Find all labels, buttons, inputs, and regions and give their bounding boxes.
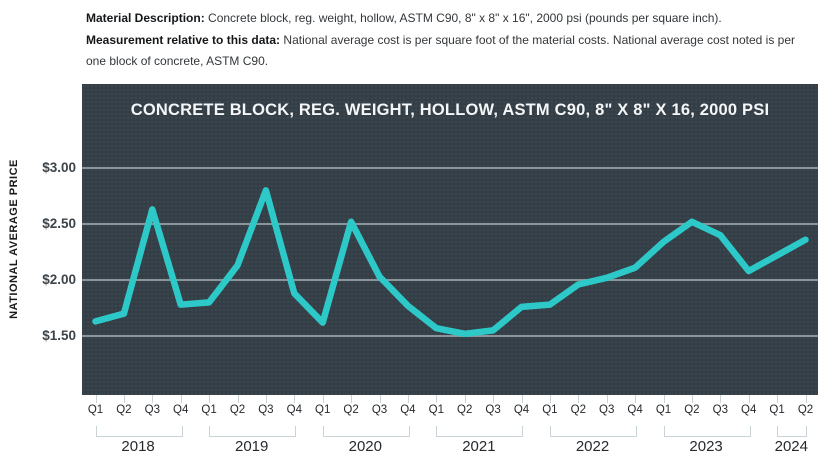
material-description-label: Material Description: xyxy=(86,11,205,25)
year-label: 2023 xyxy=(689,438,723,455)
year-bracket xyxy=(436,426,524,437)
x-tick-mark xyxy=(464,395,466,403)
x-tick-mark xyxy=(805,395,807,403)
measurement-description-label: Measurement relative to this data: xyxy=(86,32,281,47)
year-label: 2020 xyxy=(348,438,382,455)
quarter-label: Q1 xyxy=(428,404,444,416)
quarter-label: Q1 xyxy=(201,404,217,416)
x-tick-mark xyxy=(322,395,324,403)
x-tick-mark xyxy=(635,395,637,403)
quarter-label: Q4 xyxy=(400,404,416,416)
year-bracket xyxy=(663,426,751,437)
description-block: Material Description: Concrete block, re… xyxy=(86,8,813,73)
x-tick-mark xyxy=(606,395,608,403)
x-tick-mark xyxy=(95,395,97,403)
quarter-label: Q2 xyxy=(570,404,586,416)
x-tick-mark xyxy=(209,395,211,403)
x-tick-mark xyxy=(294,395,296,403)
x-tick-mark xyxy=(521,395,523,403)
quarter-label: Q2 xyxy=(229,404,246,416)
x-tick-mark xyxy=(691,395,693,403)
chart-title: CONCRETE BLOCK, REG. WEIGHT, HOLLOW, AST… xyxy=(130,101,770,119)
quarter-label: Q1 xyxy=(542,404,558,416)
x-tick-mark xyxy=(407,395,409,403)
quarter-label: Q2 xyxy=(116,404,132,416)
y-tick-label: $1.50 xyxy=(42,328,76,343)
y-tick-label: $2.50 xyxy=(42,216,76,231)
line-chart-plot xyxy=(82,167,818,338)
x-tick-mark xyxy=(493,395,495,403)
quarter-label: Q4 xyxy=(513,404,530,416)
quarter-label: Q3 xyxy=(712,404,728,416)
year-label: 2024 xyxy=(774,438,808,455)
year-bracket xyxy=(209,426,297,437)
x-tick-mark xyxy=(265,395,267,403)
year-bracket xyxy=(95,426,183,437)
measurement-description-line: Measurement relative to this data: Natio… xyxy=(86,30,813,73)
year-bracket xyxy=(777,426,808,437)
quarter-label: Q4 xyxy=(741,404,757,416)
year-bracket xyxy=(322,426,410,437)
x-tick-mark xyxy=(748,395,750,403)
quarter-label: Q1 xyxy=(87,404,104,416)
measurement-description-text: National average cost is per square foot… xyxy=(86,32,796,69)
year-label: 2019 xyxy=(235,438,269,455)
x-tick-mark xyxy=(351,395,353,403)
quarter-label: Q1 xyxy=(655,404,672,416)
quarter-label: Q3 xyxy=(258,404,274,416)
x-tick-mark xyxy=(777,395,779,403)
quarter-label: Q1 xyxy=(769,404,785,416)
x-tick-mark xyxy=(123,395,125,403)
quarter-label: Q3 xyxy=(144,404,160,416)
x-tick-mark xyxy=(720,395,722,403)
year-label: 2021 xyxy=(462,438,496,455)
year-label: 2022 xyxy=(575,438,610,455)
chart-panel: CONCRETE BLOCK, REG. WEIGHT, HOLLOW, AST… xyxy=(82,84,818,395)
quarter-label: Q4 xyxy=(286,404,302,416)
y-tick-label: $3.00 xyxy=(42,160,76,175)
material-description-text: Concrete block, reg. weight, hollow, AST… xyxy=(208,11,722,25)
x-tick-mark xyxy=(237,395,239,403)
year-bracket xyxy=(549,426,638,437)
quarter-label: Q3 xyxy=(371,404,388,416)
quarter-label: Q2 xyxy=(797,404,814,416)
quarter-label: Q3 xyxy=(599,404,615,416)
quarter-label: Q2 xyxy=(343,404,359,416)
material-description-line: Material Description: Concrete block, re… xyxy=(86,8,813,30)
quarter-label: Q2 xyxy=(457,404,473,416)
quarter-label: Q4 xyxy=(173,404,189,416)
x-tick-mark xyxy=(180,395,182,403)
x-tick-mark xyxy=(549,395,551,403)
quarter-label: Q2 xyxy=(684,404,700,416)
x-tick-mark xyxy=(578,395,580,403)
x-tick-mark xyxy=(152,395,154,403)
quarter-label: Q3 xyxy=(485,404,501,416)
price-line xyxy=(92,187,809,338)
quarter-label: Q4 xyxy=(627,404,643,416)
x-tick-mark xyxy=(379,395,381,403)
quarter-label: Q1 xyxy=(315,404,331,416)
year-label: 2018 xyxy=(121,438,155,455)
x-tick-mark xyxy=(663,395,665,403)
y-tick-label: $2.00 xyxy=(42,272,76,287)
y-axis-title: NATIONAL AVERAGE PRICE xyxy=(8,159,20,319)
x-tick-mark xyxy=(436,395,438,403)
